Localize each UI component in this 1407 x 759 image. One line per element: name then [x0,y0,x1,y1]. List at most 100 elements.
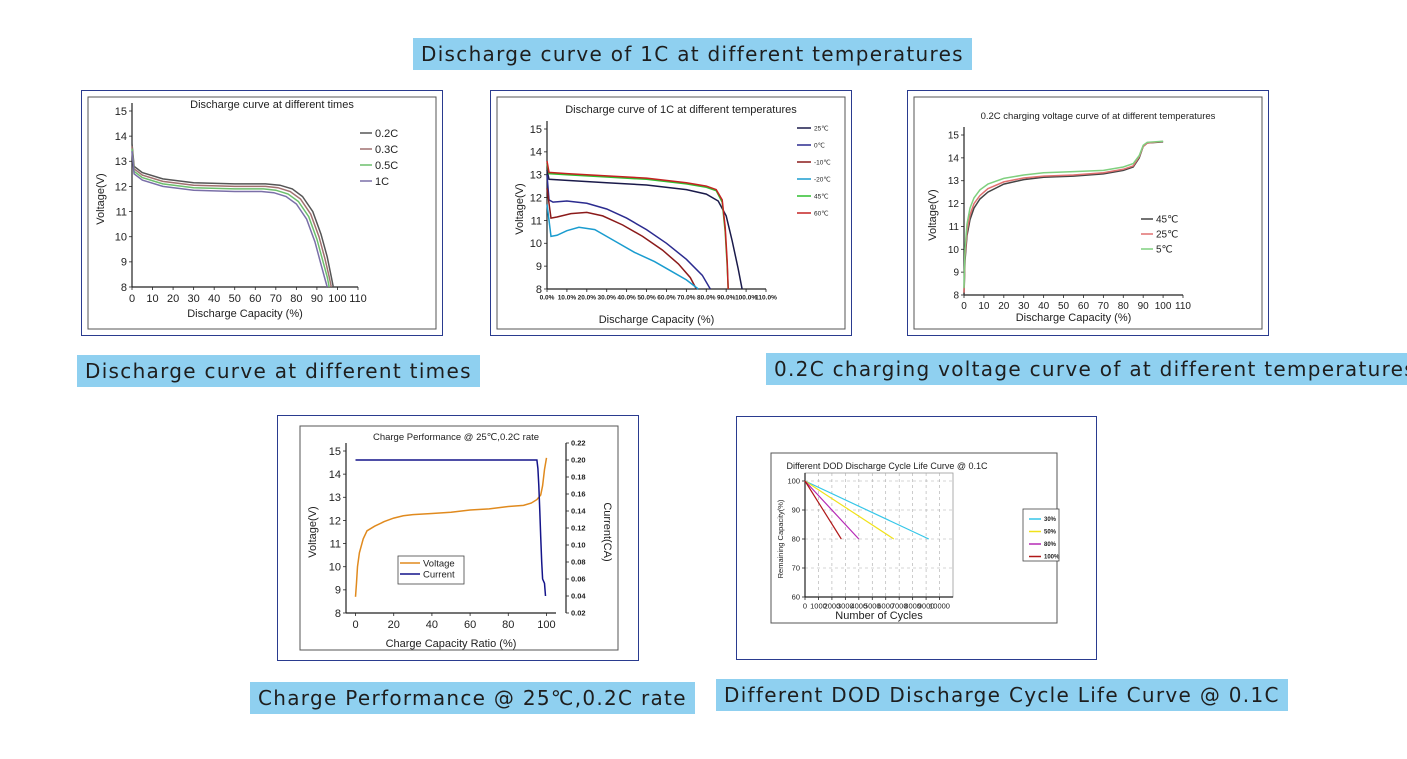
y2-tick-label: 0.04 [571,592,586,601]
y-tick-label: 10 [329,562,341,574]
x-tick-label: 50 [229,293,241,305]
caption-bottom-right: Different DOD Discharge Cycle Life Curve… [716,679,1288,711]
chart-charging: 0.2C charging voltage curve of at differ… [913,96,1263,330]
y-tick-label: 70 [792,564,800,573]
x-tick-label: 6000 [877,602,894,611]
x-tick-label: 20.0% [578,295,597,302]
y-tick-label: 10 [115,232,127,244]
y-tick-label: 11 [531,215,542,227]
y-tick-label: 13 [530,170,542,182]
x-tick-label: 2000 [824,602,841,611]
y2-tick-label: 0.16 [571,490,586,499]
chart-times: Discharge curve at different times 0 10 20 3… [87,96,437,330]
y-tick-label: 15 [115,106,127,118]
series-line-80% [804,480,860,540]
x-tick-label: 70.0% [677,295,696,302]
legend-label: 80% [1044,542,1057,548]
legend-label: 25℃ [814,124,829,132]
x-tick-label: 4000 [850,602,867,611]
x-tick-label: 100 [1155,301,1172,312]
x-tick-label: 50.0% [637,295,656,302]
series-line-1C [131,151,328,288]
x-tick-label: 80 [290,293,302,305]
y2-tick-label: 0.10 [571,541,586,550]
chart-frame-charging: 0.2C charging voltage curve of at differ… [907,90,1269,336]
chart-title: Discharge curve at different times [190,99,354,111]
x-tick-label: 60 [1078,301,1090,312]
legend-label: 1C [375,176,389,188]
y-tick-label: 60 [792,593,800,602]
y-tick-label: 15 [329,446,341,458]
x-tick-label: 110.0% [755,295,777,302]
y-tick-label: 13 [948,176,960,187]
x-tick-label: 60.0% [657,295,676,302]
x-tick-label: 30.0% [598,295,617,302]
x-tick-label: 80 [502,619,514,631]
legend-label: Voltage [423,558,455,569]
y-tick-label: 90 [792,506,800,515]
legend-box [397,555,465,585]
y-axis-label: Voltage(V) [927,189,939,240]
y-tick-label: 11 [116,206,127,218]
y-tick-label: 10 [948,245,960,256]
x-tick-label: 60 [464,619,476,631]
legend-label: 50% [1044,530,1057,536]
x-tick-label: 5000 [864,602,881,611]
legend-label: 30% [1044,517,1057,523]
x-tick-label: 1000 [810,602,827,611]
x-tick-label: 90 [311,293,323,305]
series-line-0℃ [546,174,711,290]
y-tick-label: 100 [787,477,800,486]
x-tick-label: 40 [208,293,220,305]
caption-left: Discharge curve at different times [77,355,480,387]
x-tick-label: 20 [388,619,400,631]
legend-label: 45℃ [814,192,829,200]
x-axis-label: Discharge Capacity (%) [1016,312,1132,324]
y2-tick-label: 0.22 [571,439,586,448]
x-tick-label: 110 [349,293,367,305]
chart-charge-perf: Charge Performance @ 25℃,0.2C rate 0 20 40 6… [299,425,619,651]
legend-label: 25℃ [1156,230,1178,241]
x-tick-label: 10 [978,301,990,312]
series-line--20℃ [546,204,699,290]
y-tick-label: 12 [115,181,127,193]
y-tick-label: 11 [949,222,960,233]
chart-title: Different DOD Discharge Cycle Life Curve… [786,461,988,471]
y-tick-label: 80 [792,535,800,544]
y2-axis-label: Current(CA) [601,502,613,561]
x-axis-label: Charge Capacity Ratio (%) [386,638,517,650]
x-tick-label: 20 [998,301,1010,312]
series-line-0.2C [131,143,335,288]
legend-label: 60℃ [814,209,829,217]
chart-title: Charge Performance @ 25℃,0.2C rate [373,432,539,443]
chart-inner-border [496,96,846,330]
chart-frame-temps: Discharge curve of 1C at different tempe… [490,90,852,336]
legend-box [1022,508,1060,562]
chart-frame-charge-perf: Charge Performance @ 25℃,0.2C rate 0 20 40 6… [277,415,639,661]
legend-label: -10℃ [814,158,831,166]
legend-label: 0.3C [375,144,398,156]
caption-top: Discharge curve of 1C at different tempe… [413,38,972,70]
series-line-60℃ [546,160,729,290]
legend-label: 0.5C [375,160,398,172]
legend-label: 100% [1044,555,1060,561]
y-tick-label: 9 [536,261,542,273]
y-tick-label: 12 [948,199,960,210]
y-axis-label: Voltage(V) [307,506,319,557]
series-line-100% [804,480,842,540]
y-tick-label: 14 [530,147,542,159]
series-line-0.3C [131,146,333,288]
x-tick-label: 30 [188,293,200,305]
y-tick-label: 8 [335,608,341,620]
x-tick-label: 0 [129,293,135,305]
y-axis-label: Remaining Capacity(%) [776,499,785,578]
y-tick-label: 8 [121,282,127,294]
y-tick-label: 14 [115,131,127,143]
chart-dod: Different DOD Discharge Cycle Life Curve… [770,452,1060,624]
y-tick-label: 8 [536,284,542,296]
chart-inner-border [87,96,437,330]
x-tick-label: 100 [328,293,346,305]
x-tick-label: 100.0% [735,295,757,302]
chart-title: 0.2C charging voltage curve of at differ… [981,111,1216,122]
x-tick-label: 7000 [891,602,908,611]
